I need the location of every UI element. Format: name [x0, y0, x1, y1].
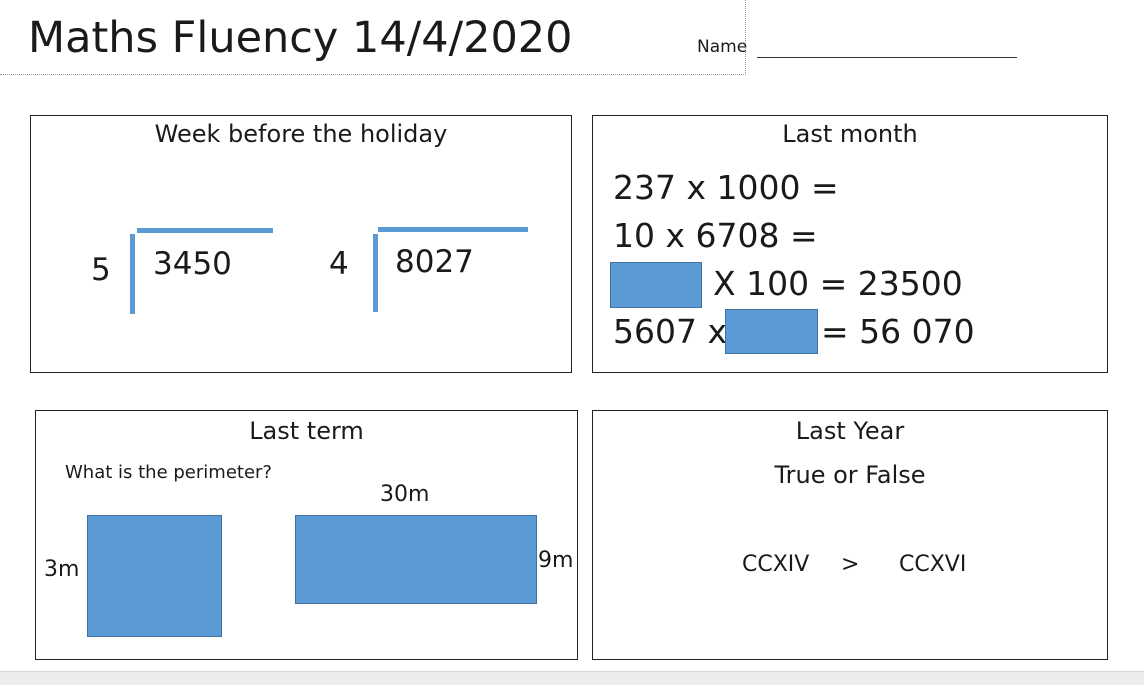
- division-2-bar: [378, 227, 528, 232]
- true-or-false-label: True or False: [774, 461, 926, 489]
- equation-3: X 100 = 23500: [713, 264, 963, 303]
- panel-week-before-holiday: Week before the holiday 5 3450 4 8027: [30, 115, 572, 373]
- name-label: Name: [697, 37, 748, 57]
- name-answer-line[interactable]: [757, 57, 1017, 58]
- division-1-bar: [137, 228, 273, 233]
- equation-4-start: 5607 x: [613, 312, 728, 351]
- division-1-bracket: [130, 234, 135, 314]
- division-2-divisor: 4: [329, 246, 349, 282]
- equation-2: 10 x 6708 =: [613, 216, 818, 255]
- division-2-bracket: [373, 234, 378, 312]
- panel-heading: Last month: [782, 120, 918, 148]
- panel-last-term: Last term What is the perimeter? 3m 30m …: [35, 410, 578, 660]
- square-side-label: 3m: [44, 557, 80, 582]
- missing-number-box-1[interactable]: [610, 262, 702, 308]
- panel-last-year: Last Year True or False CCXIV > CCXVI: [592, 410, 1108, 660]
- page-title: Maths Fluency 14/4/2020: [28, 13, 573, 63]
- roman-numeral-left: CCXIV: [742, 552, 810, 577]
- equation-4-end: = 56 070: [821, 312, 975, 351]
- perimeter-question: What is the perimeter?: [65, 462, 272, 483]
- division-1-divisor: 5: [91, 252, 111, 288]
- missing-number-box-2[interactable]: [725, 309, 818, 354]
- panel-heading: Week before the holiday: [154, 120, 448, 148]
- panel-heading: Last Year: [795, 417, 905, 445]
- square-shape: [87, 515, 222, 637]
- title-frame: [0, 0, 746, 75]
- roman-numeral-right: CCXVI: [899, 552, 967, 577]
- panel-heading: Last term: [249, 417, 364, 445]
- rectangle-shape: [295, 515, 537, 604]
- comparison-symbol: >: [841, 552, 860, 577]
- rectangle-length-label: 30m: [380, 482, 430, 507]
- division-1-dividend: 3450: [153, 246, 232, 282]
- bottom-strip: [0, 671, 1144, 685]
- rectangle-width-label: 9m: [538, 548, 574, 573]
- equation-1: 237 x 1000 =: [613, 168, 839, 207]
- panel-last-month: Last month 237 x 1000 = 10 x 6708 = X 10…: [592, 115, 1108, 373]
- division-2-dividend: 8027: [395, 244, 474, 280]
